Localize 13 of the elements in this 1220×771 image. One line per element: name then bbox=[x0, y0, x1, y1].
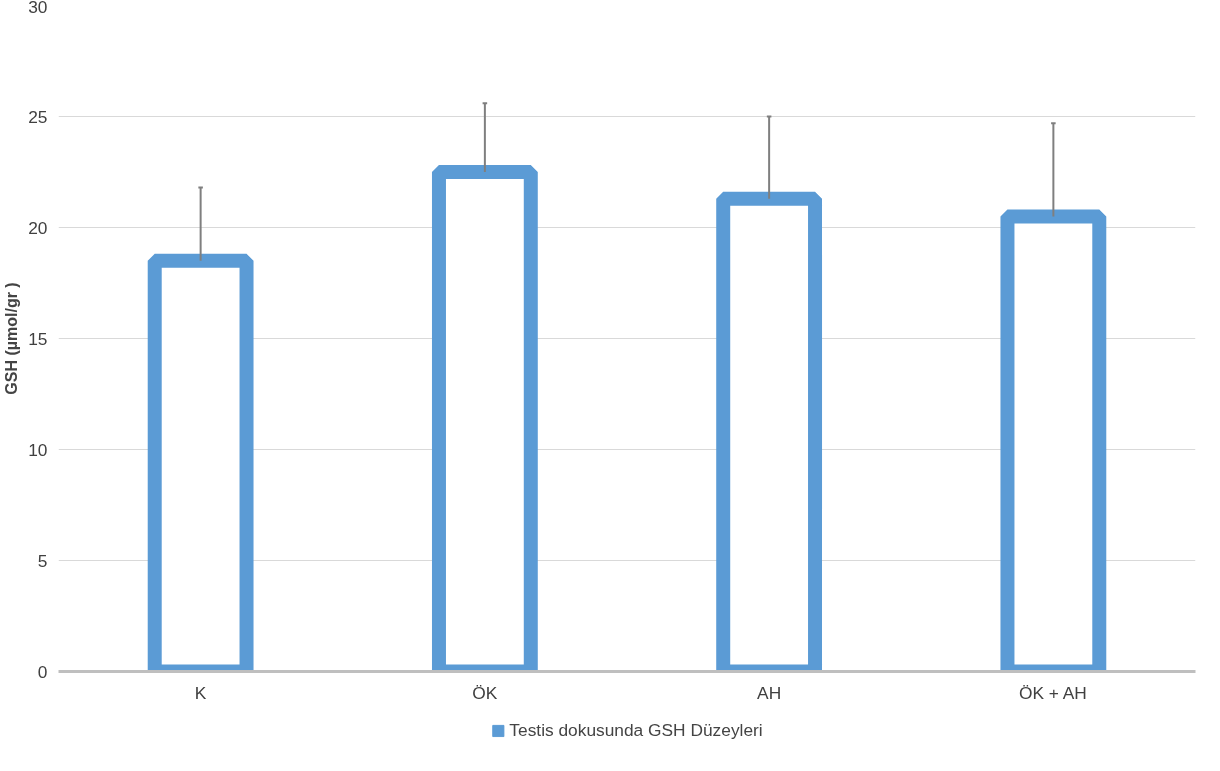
y-tick-label: 30 bbox=[28, 0, 48, 17]
x-tick-label: ÖK bbox=[472, 682, 498, 703]
y-tick-label: 15 bbox=[28, 328, 48, 349]
y-tick-label: 5 bbox=[37, 550, 48, 571]
legend-label: Testis dokusunda GSH Düzeyleri bbox=[509, 719, 763, 741]
y-tick-label: 25 bbox=[28, 106, 48, 127]
y-tick-label: 0 bbox=[37, 661, 48, 682]
x-tick-label: K bbox=[194, 682, 207, 703]
y-tick-label: 20 bbox=[28, 217, 48, 238]
y-axis-title: GSH (µmol/gr ) bbox=[3, 282, 21, 395]
x-tick-label: ÖK + AH bbox=[1018, 682, 1087, 703]
y-tick-label: 10 bbox=[28, 439, 48, 460]
x-tick-label: AH bbox=[757, 682, 782, 703]
